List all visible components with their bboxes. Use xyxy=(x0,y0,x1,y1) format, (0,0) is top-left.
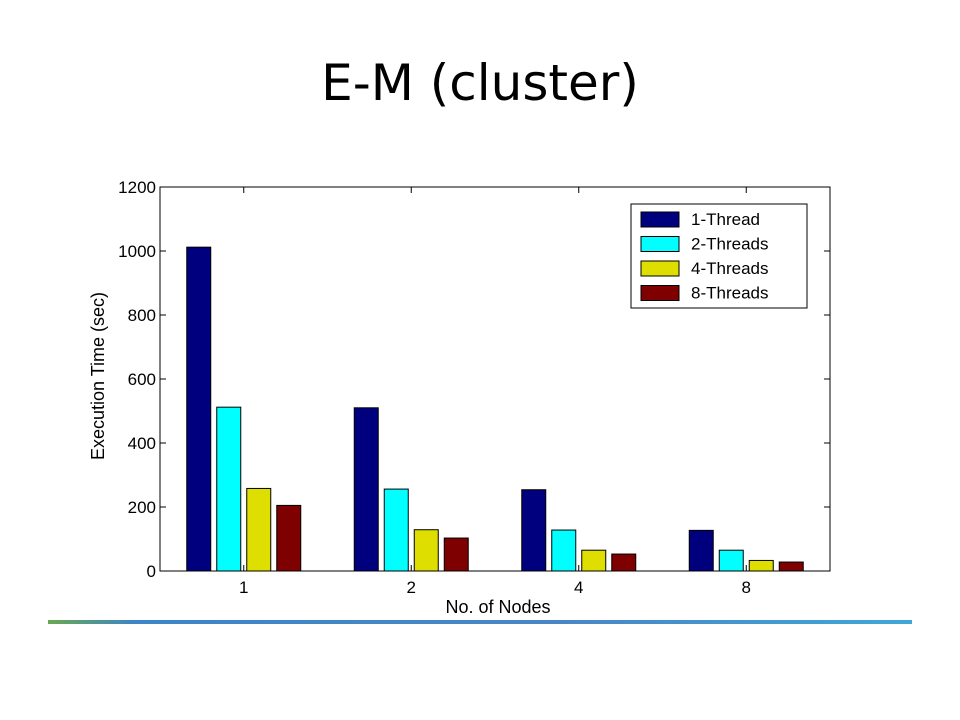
bar-1-thread xyxy=(353,407,379,572)
x-tick-label: 8 xyxy=(742,578,751,597)
bar-1-thread xyxy=(186,246,212,572)
bar-2-threads xyxy=(551,529,577,572)
bar-1-thread xyxy=(688,529,714,572)
bar-1-thread xyxy=(521,489,547,572)
x-axis-label: No. of Nodes xyxy=(445,597,550,617)
footer-divider xyxy=(48,620,912,624)
y-tick-label: 0 xyxy=(147,562,156,581)
bar-8-threads xyxy=(778,561,804,572)
y-axis-label: Execution Time (sec) xyxy=(88,292,108,460)
bar-4-threads xyxy=(581,549,607,572)
legend-swatch xyxy=(640,285,680,301)
y-tick-label: 400 xyxy=(128,434,156,453)
x-tick-label: 4 xyxy=(574,578,583,597)
x-tick-label: 2 xyxy=(407,578,416,597)
bar-4-threads xyxy=(246,487,272,572)
bar-4-threads xyxy=(748,559,774,572)
legend-label: 4-Threads xyxy=(691,259,768,278)
legend-swatch xyxy=(640,260,680,277)
legend-label: 8-Threads xyxy=(691,284,768,303)
y-tick-label: 200 xyxy=(128,498,156,517)
y-tick-label: 800 xyxy=(128,306,156,325)
legend-label: 1-Thread xyxy=(691,210,760,229)
y-tick-label: 600 xyxy=(128,370,156,389)
legend-label: 2-Threads xyxy=(691,235,768,254)
bar-2-threads xyxy=(216,406,242,572)
legend-swatch xyxy=(640,236,680,252)
slide-title: E-M (cluster) xyxy=(321,54,639,112)
legend-swatch xyxy=(640,211,680,228)
x-tick-label: 1 xyxy=(239,578,248,597)
bar-4-threads xyxy=(413,529,439,572)
y-tick-label: 1000 xyxy=(118,242,156,261)
bar-2-threads xyxy=(718,549,744,572)
bar-2-threads xyxy=(383,488,409,572)
bar-8-threads xyxy=(276,504,302,572)
bar-8-threads xyxy=(443,537,469,572)
y-tick-label: 1200 xyxy=(118,178,156,197)
bar-8-threads xyxy=(611,553,637,572)
